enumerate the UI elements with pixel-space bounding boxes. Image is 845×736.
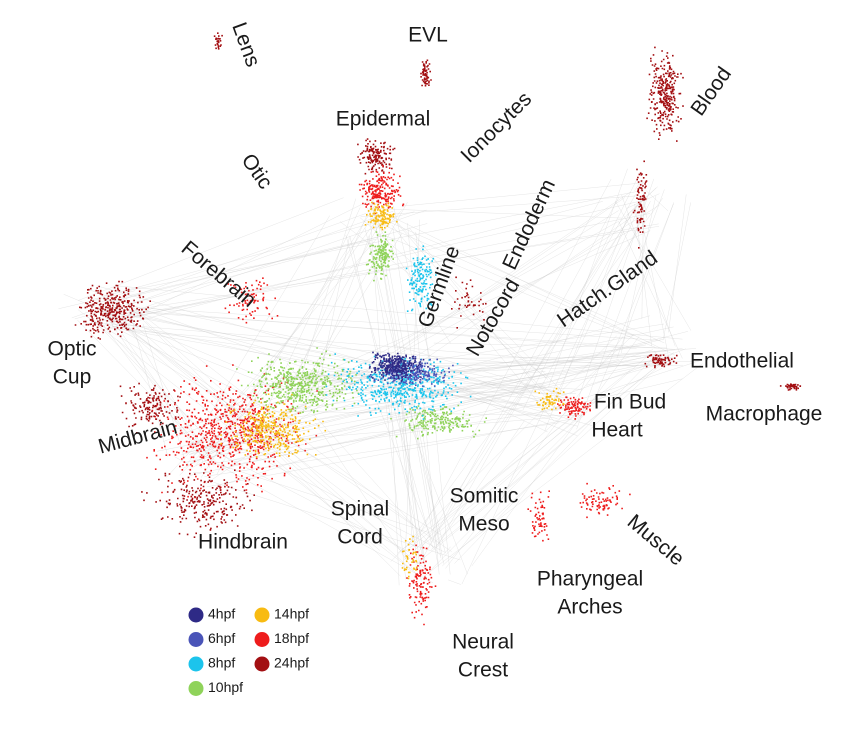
cells <box>357 138 396 175</box>
cells <box>325 353 472 420</box>
cell-cluster <box>220 393 327 458</box>
cluster-label: Heart <box>591 419 643 442</box>
cell-cluster <box>632 160 648 249</box>
cluster-label: Forebrain <box>177 237 261 312</box>
cluster-label: Crest <box>458 659 508 682</box>
cells <box>632 160 648 249</box>
cell-cluster <box>357 138 396 175</box>
legend-swatch <box>188 656 204 672</box>
cells <box>779 383 802 391</box>
cells <box>579 482 631 519</box>
cell-cloud <box>74 32 802 626</box>
legend-label: 10hpf <box>208 679 243 695</box>
cells <box>534 387 565 411</box>
cells <box>420 59 432 87</box>
cells <box>557 396 592 420</box>
cluster-label: Somitic <box>450 485 519 508</box>
cluster-label: Macrophage <box>706 403 823 426</box>
cells <box>141 465 255 538</box>
cells <box>119 382 181 434</box>
legend-swatch <box>188 607 204 623</box>
legend-swatch <box>188 632 204 647</box>
cells <box>368 351 429 382</box>
cell-cluster <box>224 277 279 324</box>
cells <box>146 364 318 499</box>
cluster-label: Lens <box>227 19 264 70</box>
cell-cluster <box>579 482 631 519</box>
cluster-label: Ionocytes <box>456 87 536 167</box>
cells <box>390 404 487 440</box>
legend-label: 6hpf <box>208 630 235 646</box>
cluster-label: Hindbrain <box>198 531 288 554</box>
cells <box>406 544 437 626</box>
cluster-label: Arches <box>557 596 622 619</box>
cluster-label: EVL <box>408 24 448 47</box>
cells <box>401 535 418 580</box>
cell-cluster <box>405 245 437 312</box>
cells <box>236 347 360 416</box>
cluster-label: Fin Bud <box>594 391 666 414</box>
cell-cluster <box>534 387 565 411</box>
cluster-label: Cup <box>53 366 92 389</box>
cells <box>646 46 684 142</box>
cluster-label: Hatch.Gland <box>553 246 662 332</box>
cluster-label: Blood <box>686 63 736 120</box>
cluster-label: Pharyngeal <box>537 568 643 591</box>
cluster-label: Optic <box>47 338 96 361</box>
legend: 4hpf 6hpf 8hpf 10hpf 14hpf 18hpf 24hpf <box>188 606 309 696</box>
cluster-label: Meso <box>458 513 509 536</box>
cells <box>358 165 405 215</box>
cluster-label: Otic <box>237 150 277 194</box>
cluster-label: Muscle <box>623 510 689 570</box>
cell-cluster <box>325 353 472 420</box>
legend-label: 18hpf <box>274 630 309 646</box>
cell-cluster <box>406 544 437 626</box>
cluster-label: Midbrain <box>96 416 180 459</box>
cell-cluster <box>213 32 223 50</box>
legend-swatch <box>254 632 270 647</box>
cell-cluster <box>390 404 487 440</box>
cell-cluster <box>644 354 678 369</box>
legend-label: 8hpf <box>208 655 235 671</box>
cluster-label: Cord <box>337 526 383 549</box>
cell-cluster <box>236 347 360 416</box>
cell-cluster <box>141 465 255 538</box>
cell-cluster <box>420 59 432 87</box>
cells <box>213 32 223 50</box>
cells <box>527 490 550 542</box>
legend-label: 24hpf <box>274 655 309 671</box>
cell-cluster <box>146 364 318 499</box>
legend-label: 4hpf <box>208 606 235 622</box>
cluster-label: Neural <box>452 631 514 654</box>
cell-cluster <box>365 231 394 282</box>
cluster-label: Endothelial <box>690 350 794 373</box>
cell-cluster <box>646 46 684 142</box>
cells <box>364 201 398 231</box>
cell-cluster <box>527 490 550 542</box>
cell-cluster <box>401 535 418 580</box>
cell-cluster <box>368 351 429 382</box>
cells <box>405 245 437 312</box>
cell-cluster <box>74 280 151 340</box>
cells <box>365 231 394 282</box>
legend-label: 14hpf <box>274 606 309 622</box>
cell-cluster <box>779 383 802 391</box>
cluster-label: Epidermal <box>336 108 431 131</box>
cell-cluster <box>364 201 398 231</box>
cell-cluster <box>119 382 181 434</box>
cells <box>74 280 151 340</box>
cell-cluster <box>358 165 405 215</box>
legend-swatch <box>254 656 270 672</box>
legend-swatch <box>254 607 270 623</box>
cell-cluster <box>557 396 592 420</box>
cluster-label: Spinal <box>331 498 389 521</box>
cells <box>220 393 327 458</box>
cells <box>224 277 279 324</box>
legend-swatch <box>188 681 204 696</box>
cells <box>644 354 678 369</box>
